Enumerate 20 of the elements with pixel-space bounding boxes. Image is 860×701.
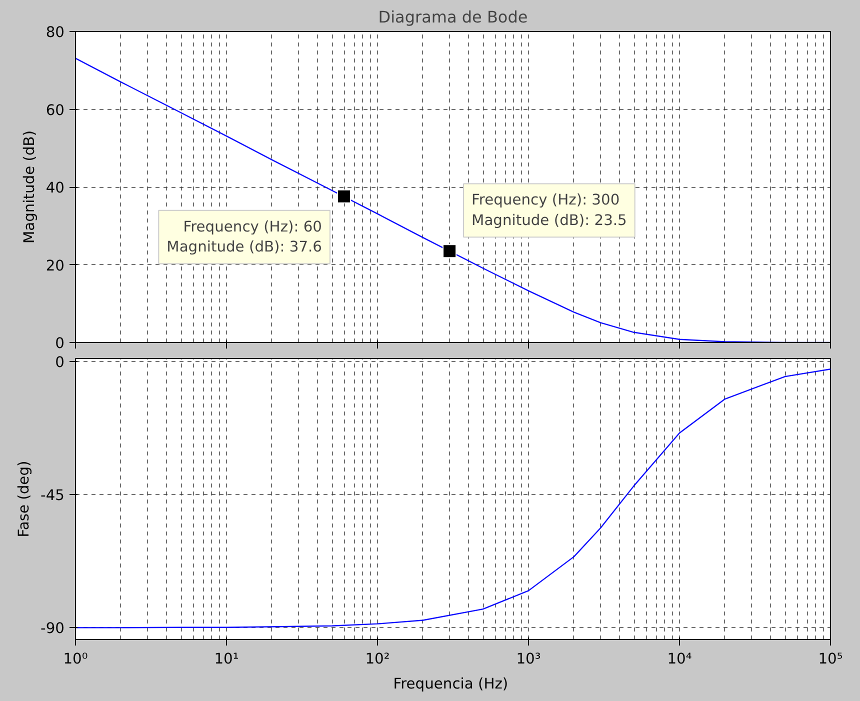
x-tick-label: 10³: [516, 650, 541, 668]
x-tick-label: 10¹: [214, 650, 239, 668]
x-tick-label: 10⁴: [667, 650, 692, 668]
y-tick-label: 20: [46, 257, 65, 274]
x-tick-label: 10⁰: [63, 650, 88, 668]
y-tick-label: 0: [55, 354, 65, 371]
y-tick-label: -90: [40, 620, 65, 638]
annotation: Frequency (Hz): 60 Magnitude (dB): 37.6: [166, 218, 322, 256]
x-axis-title: Frequencia (Hz): [393, 676, 508, 692]
y-tick-label: 40: [46, 180, 65, 196]
y-axis-title: Magnitude (dB): [20, 130, 38, 244]
chart-title: Diagrama de Bode: [378, 8, 528, 26]
y-tick-label: -45: [40, 487, 65, 504]
y-tick-label: 60: [46, 102, 65, 119]
annotation: Frequency (Hz): 300 Magnitude (dB): 23.5: [472, 192, 627, 230]
y-tick-label: 80: [46, 24, 65, 41]
y-tick-label: 0: [55, 335, 65, 352]
x-tick-label: 10⁵: [818, 650, 843, 668]
y-axis-title: Fase (deg): [16, 460, 33, 538]
x-tick-label: 10²: [365, 650, 390, 668]
